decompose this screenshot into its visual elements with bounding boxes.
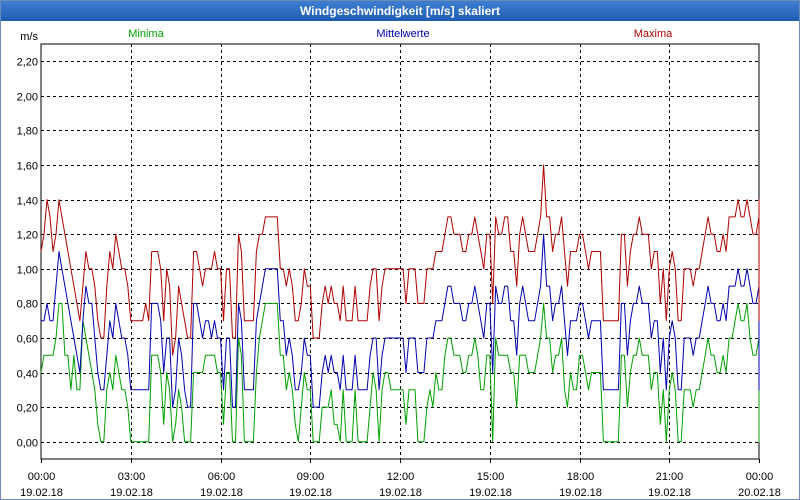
x-tick-time: 00:00 (746, 471, 774, 483)
x-tick-date: 19.02.18 (289, 487, 332, 499)
y-tick-label: 0,80 (17, 299, 38, 311)
series-line-mittelwerte (41, 233, 760, 408)
x-tick-time: 18:00 (567, 471, 595, 483)
x-tick-time: 09:00 (297, 471, 325, 483)
legend-minima: Minima (128, 28, 164, 40)
x-tick-date: 19.02.18 (648, 487, 691, 499)
x-tick-time: 00:00 (28, 471, 56, 483)
x-tick-date: 19.02.18 (110, 487, 153, 499)
x-tick-date: 19.02.18 (469, 487, 512, 499)
legend-maxima: Maxima (634, 28, 673, 40)
y-tick-label: 1,40 (17, 196, 38, 208)
y-tick-label: 0,00 (17, 438, 38, 450)
y-tick-label: 0,20 (17, 403, 38, 415)
series-line-minima (40, 302, 760, 443)
window-title: Windgeschwindigkeit [m/s] skaliert (1, 1, 799, 21)
y-tick-label: 0,40 (17, 369, 38, 381)
y-tick-label: 2,20 (17, 57, 38, 69)
x-tick-date: 20.02.18 (738, 487, 781, 499)
y-tick-label: 1,60 (17, 161, 38, 173)
x-tick-date: 19.02.18 (20, 487, 63, 499)
x-tick-time: 15:00 (477, 471, 505, 483)
y-tick-label: 1,00 (17, 265, 38, 277)
x-tick-date: 19.02.18 (379, 487, 422, 499)
x-tick-time: 12:00 (387, 471, 415, 483)
y-tick-label: 1,80 (17, 126, 38, 138)
y-tick-label: 2,00 (17, 92, 38, 104)
x-tick-time: 06:00 (208, 471, 236, 483)
x-tick-date: 19.02.18 (559, 487, 602, 499)
y-axis-label: m/s (20, 31, 38, 43)
series-line-maxima (40, 164, 760, 356)
x-tick-time: 21:00 (656, 471, 684, 483)
x-tick-date: 19.02.18 (200, 487, 243, 499)
y-tick-label: 0,60 (17, 334, 38, 346)
legend-mittelwerte: Mittelwerte (376, 28, 429, 40)
x-tick-time: 03:00 (118, 471, 146, 483)
y-tick-label: 1,20 (17, 230, 38, 242)
